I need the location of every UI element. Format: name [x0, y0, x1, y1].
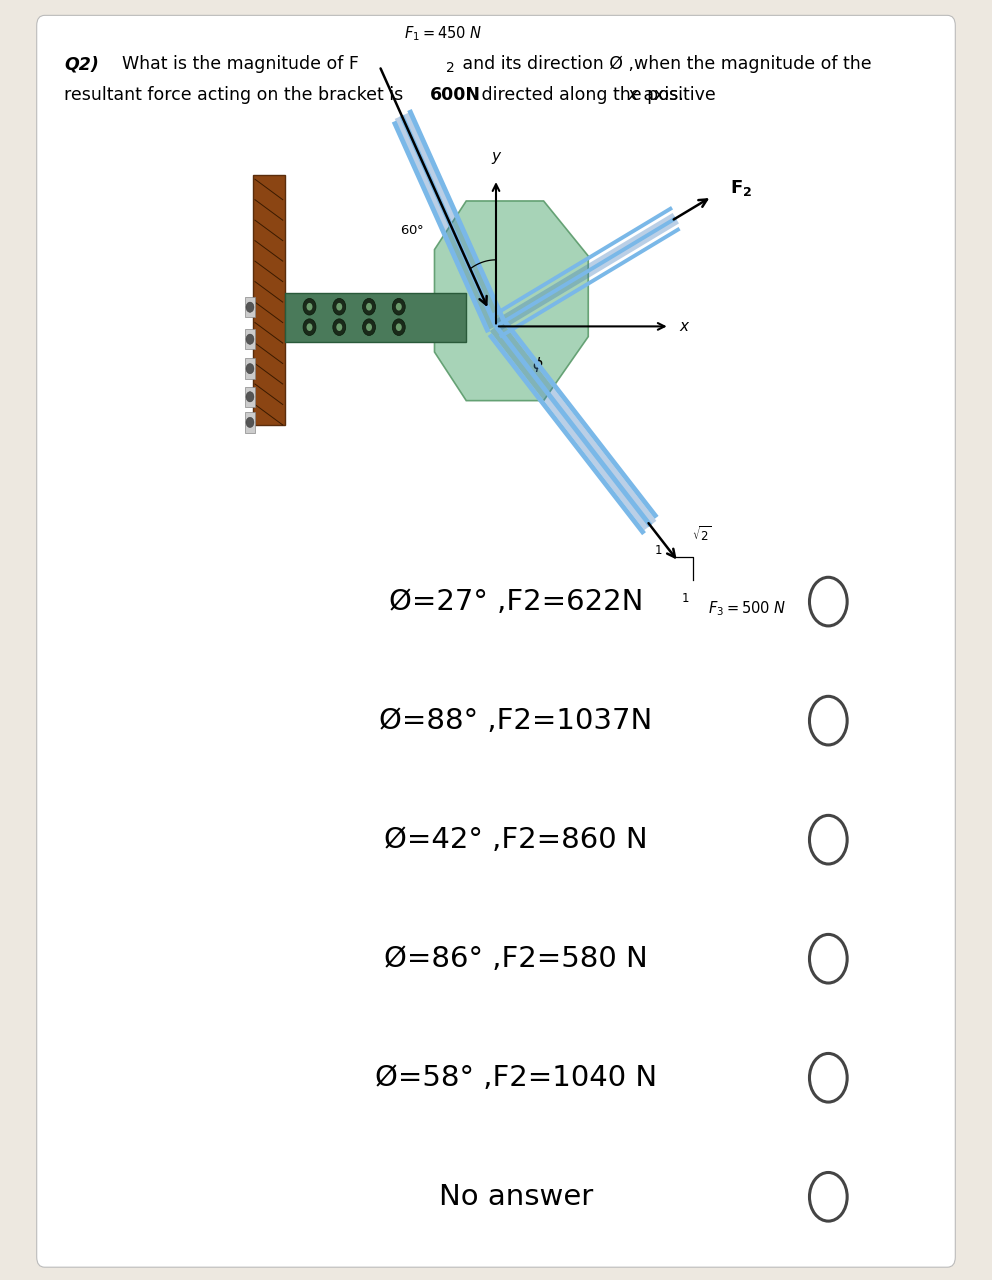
Text: 2: 2	[446, 61, 455, 76]
Circle shape	[809, 934, 847, 983]
Circle shape	[809, 696, 847, 745]
Circle shape	[246, 334, 254, 344]
Text: Ø=88° ,F2=1037N: Ø=88° ,F2=1037N	[379, 707, 653, 735]
Text: 600N: 600N	[430, 86, 480, 104]
Bar	[245, 329, 255, 349]
Circle shape	[809, 1172, 847, 1221]
Text: $F_1 = 450\ N$: $F_1 = 450\ N$	[405, 24, 483, 42]
Text: axis.: axis.	[638, 86, 683, 104]
Text: y: y	[491, 148, 501, 164]
Bar	[245, 387, 255, 407]
Text: $\sqrt{2}$: $\sqrt{2}$	[691, 526, 711, 544]
Circle shape	[333, 298, 345, 315]
Circle shape	[393, 298, 406, 315]
Circle shape	[307, 303, 312, 311]
Circle shape	[366, 324, 372, 332]
Text: $60°$: $60°$	[400, 224, 424, 237]
Bar	[285, 293, 466, 342]
Bar	[245, 297, 255, 317]
Circle shape	[396, 324, 402, 332]
Circle shape	[304, 319, 316, 335]
FancyBboxPatch shape	[37, 15, 955, 1267]
Text: 1: 1	[655, 544, 662, 557]
Text: 1: 1	[682, 591, 689, 604]
Text: resultant force acting on the bracket is: resultant force acting on the bracket is	[64, 86, 410, 104]
Circle shape	[307, 324, 312, 332]
Text: and its direction Ø ,when the magnitude of the: and its direction Ø ,when the magnitude …	[457, 55, 872, 73]
Text: Ø=42° ,F2=860 N: Ø=42° ,F2=860 N	[384, 826, 648, 854]
Circle shape	[809, 815, 847, 864]
Circle shape	[333, 319, 345, 335]
Circle shape	[246, 392, 254, 402]
Text: $\phi$: $\phi$	[532, 356, 544, 374]
Text: $F_3 = 500\ N$: $F_3 = 500\ N$	[707, 599, 786, 618]
Polygon shape	[434, 201, 588, 401]
Text: What is the magnitude of F: What is the magnitude of F	[122, 55, 359, 73]
Circle shape	[363, 298, 375, 315]
Text: Ø=27° ,F2=622N: Ø=27° ,F2=622N	[389, 588, 643, 616]
Circle shape	[809, 577, 847, 626]
Circle shape	[366, 303, 372, 311]
Text: Ø=86° ,F2=580 N: Ø=86° ,F2=580 N	[384, 945, 648, 973]
Text: Q2): Q2)	[64, 55, 99, 73]
Bar	[245, 412, 255, 433]
Bar	[253, 175, 285, 425]
Bar	[245, 358, 255, 379]
Text: directed along the positive: directed along the positive	[476, 86, 721, 104]
Text: x: x	[680, 319, 688, 334]
Text: No answer: No answer	[438, 1183, 593, 1211]
Circle shape	[809, 1053, 847, 1102]
Circle shape	[396, 303, 402, 311]
Circle shape	[363, 319, 375, 335]
Circle shape	[393, 319, 406, 335]
Circle shape	[246, 364, 254, 374]
Circle shape	[336, 324, 342, 332]
Circle shape	[246, 302, 254, 312]
Circle shape	[246, 417, 254, 428]
Circle shape	[336, 303, 342, 311]
Circle shape	[304, 298, 316, 315]
Text: Ø=58° ,F2=1040 N: Ø=58° ,F2=1040 N	[375, 1064, 657, 1092]
Text: x: x	[628, 86, 638, 104]
Text: $\mathbf{F_2}$: $\mathbf{F_2}$	[730, 178, 753, 198]
